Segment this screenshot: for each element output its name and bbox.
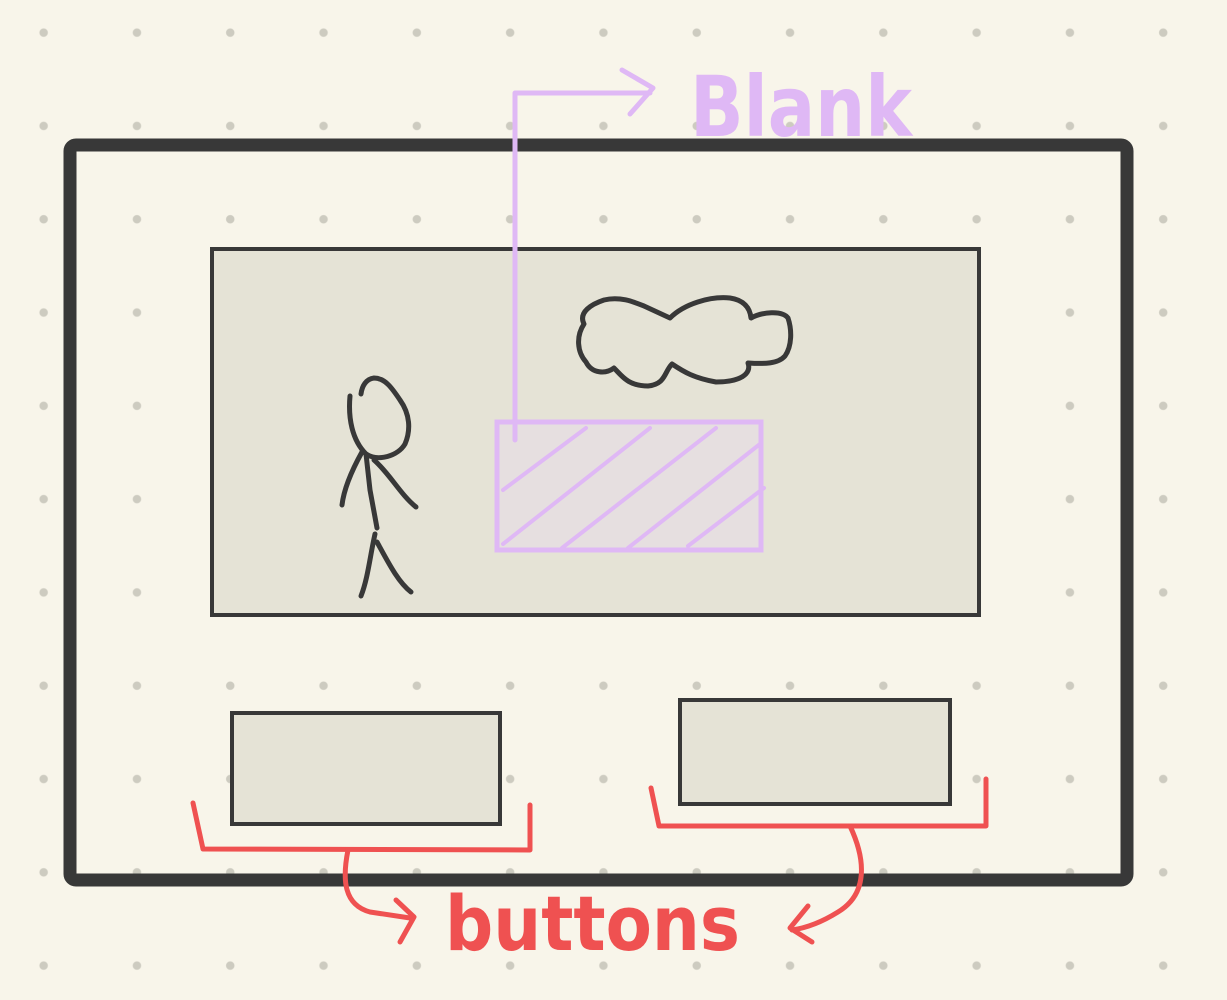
left-button[interactable]	[230, 711, 502, 826]
blank-leader-arrow	[512, 67, 656, 443]
right-button[interactable]	[678, 698, 952, 806]
right-button-bracket	[648, 776, 989, 829]
stick-figure-icon	[339, 375, 419, 599]
left-arrowhead	[393, 897, 417, 945]
buttons-label: buttons	[445, 879, 740, 968]
blank-label: Blank	[690, 58, 914, 156]
buttons-annotation	[190, 776, 989, 945]
left-arrow	[342, 847, 413, 921]
image-panel	[210, 247, 981, 617]
blank-area	[494, 419, 766, 553]
right-arrowhead	[787, 903, 815, 945]
right-arrow	[789, 823, 864, 933]
left-button-bracket	[190, 800, 533, 853]
screen-frame	[63, 138, 1134, 887]
cloud-icon	[576, 295, 794, 389]
